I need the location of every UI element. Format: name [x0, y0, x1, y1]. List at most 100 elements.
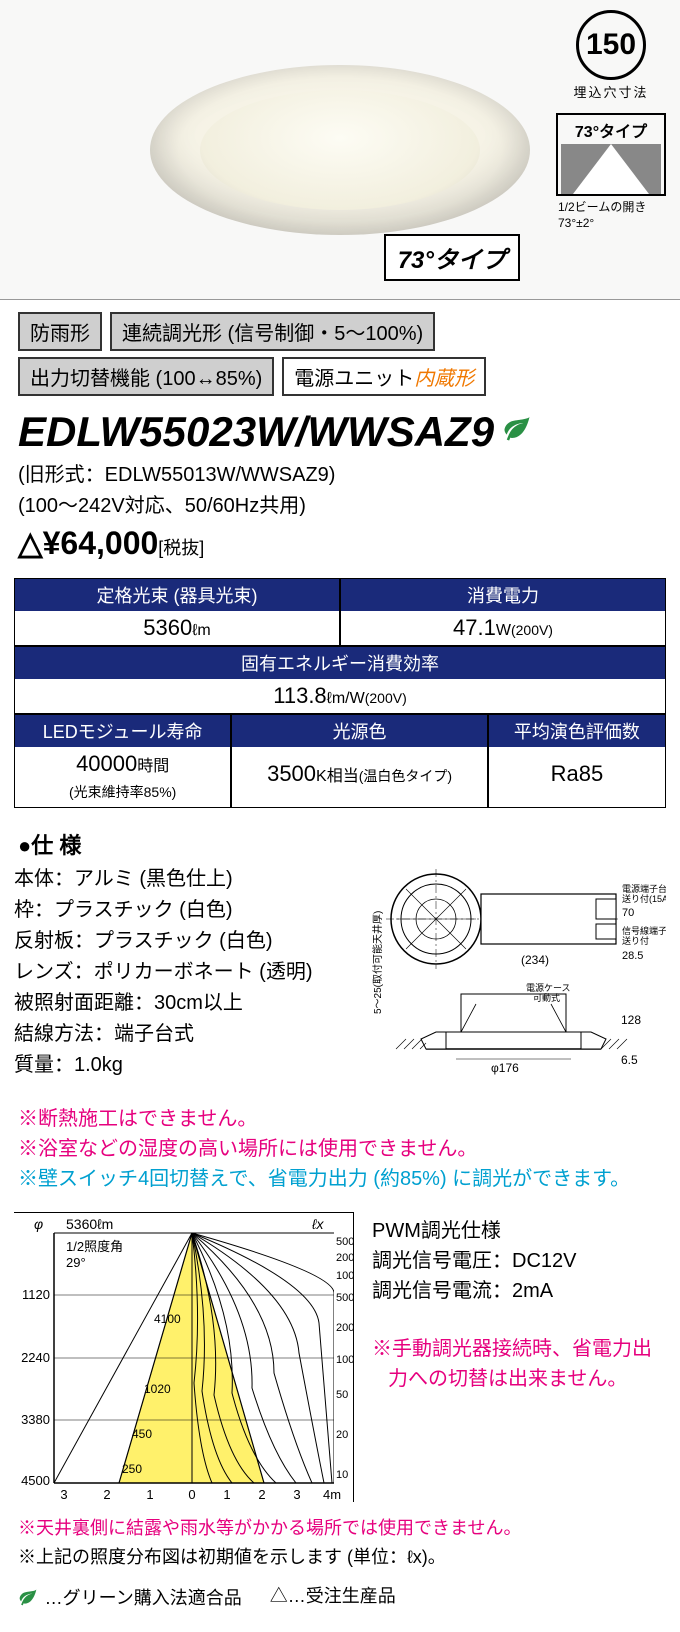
svg-text:4m: 4m: [323, 1487, 341, 1502]
svg-text:29°: 29°: [66, 1255, 86, 1270]
tag-dimming: 連続調光形 (信号制御・5〜100%): [110, 312, 435, 351]
svg-text:250: 250: [122, 1462, 142, 1476]
hole-size-caption: 埋込穴寸法: [556, 82, 666, 101]
spec-line: 質量：1.0kg: [14, 1050, 356, 1081]
svg-text:信号線端子台: 信号線端子台: [622, 925, 666, 936]
svg-text:3: 3: [60, 1487, 67, 1502]
svg-text:28.5: 28.5: [622, 950, 643, 962]
tag-output-switch: 出力切替機能 (100↔85%): [18, 357, 274, 396]
model-section: EDLW55023W/WWSAZ9 (旧形式：EDLW55013W/WWSAZ9…: [0, 404, 680, 574]
pwm-note: ※手動調光器接続時、省電力出力への切替は出来ません。: [372, 1334, 666, 1394]
svg-text:1120: 1120: [22, 1287, 50, 1302]
svg-text:2: 2: [103, 1487, 110, 1502]
svg-text:1/2照度角: 1/2照度角: [66, 1239, 123, 1254]
illuminance-chart: 5360ℓm 1/2照度角 29° ℓx 50002000 1000500 20…: [14, 1212, 354, 1502]
specs-list: 本体：アルミ (黒色仕上) 枠：プラスチック (白色) 反射板：プラスチック (…: [14, 864, 356, 1094]
note-line: ※浴室などの湿度の高い場所には使用できません。: [18, 1134, 662, 1164]
svg-text:2000: 2000: [336, 1252, 354, 1264]
spec-line: 本体：アルミ (黒色仕上): [14, 864, 356, 895]
svg-text:5〜25(取付可能天井厚): 5〜25(取付可能天井厚): [371, 911, 384, 1014]
svg-text:(234): (234): [521, 953, 549, 967]
svg-text:φ176: φ176: [491, 1061, 519, 1075]
dimension-diagram: 電源端子台 送り付(15A) 信号線端子台 送り付 (234) 70 28.5 …: [366, 864, 666, 1094]
svg-text:6.5: 6.5: [621, 1053, 638, 1067]
footer-line: ※上記の照度分布図は初期値を示します (単位：ℓx)。: [18, 1543, 662, 1572]
warning-notes: ※断熱施工はできません。 ※浴室などの湿度の高い場所には使用できません。 ※壁ス…: [0, 1094, 680, 1204]
svg-text:2240: 2240: [21, 1350, 50, 1365]
svg-text:450: 450: [132, 1427, 152, 1441]
spec-head-cri: 平均演色評価数: [489, 715, 665, 747]
leaf-icon: [502, 413, 532, 451]
old-model: (旧形式：EDLW55013W/WWSAZ9): [18, 458, 662, 487]
product-image: [150, 65, 530, 235]
svg-text:1: 1: [223, 1487, 230, 1502]
spec-val-efficacy: 113.8ℓm/W(200V): [15, 679, 665, 713]
note-line: ※壁スイッチ4回切替えで、省電力出力 (約85%) に調光ができます。: [18, 1164, 662, 1194]
pwm-line: 調光信号電流：2mA: [372, 1276, 666, 1306]
leaf-icon: [18, 1583, 45, 1610]
note-line: ※断熱施工はできません。: [18, 1104, 662, 1134]
dim-label: 電源端子台: [622, 883, 666, 894]
legend-order: △…受注生産品: [270, 1582, 396, 1611]
spec-line: 結線方法：端子台式: [14, 1019, 356, 1050]
pwm-line: 調光信号電圧：DC12V: [372, 1246, 666, 1276]
specs-heading: ●仕 様: [0, 822, 680, 864]
svg-text:電源ケース: 電源ケース: [526, 983, 571, 993]
beam-type-box: 73°タイプ: [556, 113, 666, 196]
type-label: 73°タイプ: [384, 234, 520, 281]
svg-text:50: 50: [336, 1389, 348, 1401]
legend-green: …グリーン購入法適合品: [18, 1578, 242, 1616]
svg-text:可動式: 可動式: [533, 992, 560, 1003]
svg-text:5000: 5000: [336, 1236, 354, 1248]
svg-text:5360ℓm: 5360ℓm: [66, 1216, 113, 1232]
svg-text:200: 200: [336, 1322, 354, 1334]
spec-table: 定格光束 (器具光束) 5360ℓm 消費電力 47.1W(200V) 固有エネ…: [14, 578, 666, 808]
spec-line: 枠：プラスチック (白色): [14, 895, 356, 926]
svg-text:4100: 4100: [154, 1312, 181, 1326]
svg-text:128: 128: [621, 1013, 641, 1027]
spec-val-cri: Ra85: [489, 747, 665, 791]
svg-text:2: 2: [258, 1487, 265, 1502]
beam-caption: 1/2ビームの開き 73°±2°: [556, 200, 666, 231]
svg-text:20: 20: [336, 1429, 348, 1441]
pwm-line: PWM調光仕様: [372, 1216, 666, 1246]
svg-text:10: 10: [336, 1469, 348, 1481]
svg-text:1020: 1020: [144, 1382, 171, 1396]
tag-rainproof: 防雨形: [18, 312, 102, 351]
svg-text:φ: φ: [34, 1216, 43, 1232]
spec-line: 被照射面距離：30cm以上: [14, 988, 356, 1019]
spec-head-lumen: 定格光束 (器具光束): [15, 579, 339, 611]
spec-head-life: LEDモジュール寿命: [15, 715, 230, 747]
svg-text:1: 1: [146, 1487, 153, 1502]
spec-val-lumen: 5360ℓm: [15, 611, 339, 645]
product-hero: 73°タイプ 150 埋込穴寸法 73°タイプ 1/2ビームの開き 73°±2°: [0, 0, 680, 300]
svg-text:4500: 4500: [21, 1473, 50, 1488]
svg-text:送り付(15A): 送り付(15A): [622, 893, 666, 904]
svg-text:3: 3: [293, 1487, 300, 1502]
spec-val-color: 3500K相当(温白色タイプ): [232, 747, 486, 791]
svg-text:3380: 3380: [21, 1412, 50, 1427]
spec-val-life: 40000時間(光束維持率85%): [15, 747, 230, 807]
hole-size-badge: 150: [576, 10, 646, 80]
price: △¥64,000[税抜]: [18, 524, 662, 562]
model-name: EDLW55023W/WWSAZ9: [18, 408, 662, 456]
footer-line: ※天井裏側に結露や雨水等がかかる場所では使用できません。: [18, 1514, 662, 1543]
spec-head-color: 光源色: [232, 715, 486, 747]
spec-head-efficacy: 固有エネルギー消費効率: [15, 647, 665, 679]
spec-line: レンズ：ポリカーボネート (透明): [14, 957, 356, 988]
pwm-info: PWM調光仕様 調光信号電圧：DC12V 調光信号電流：2mA ※手動調光器接続…: [372, 1212, 666, 1502]
svg-text:0: 0: [188, 1487, 195, 1502]
tag-psu: 電源ユニット内蔵形: [282, 357, 486, 396]
svg-text:100: 100: [336, 1354, 354, 1366]
tag-rows: 防雨形 連続調光形 (信号制御・5〜100%) 出力切替機能 (100↔85%)…: [0, 300, 680, 404]
voltage-info: (100〜242V対応、50/60Hz共用): [18, 489, 662, 518]
svg-text:送り付: 送り付: [622, 935, 649, 946]
svg-text:1000: 1000: [336, 1270, 354, 1282]
spec-line: 反射板：プラスチック (白色): [14, 926, 356, 957]
svg-text:500: 500: [336, 1292, 354, 1304]
spec-val-power: 47.1W(200V): [341, 611, 665, 645]
footer-notes: ※天井裏側に結露や雨水等がかかる場所では使用できません。 ※上記の照度分布図は初…: [0, 1510, 680, 1632]
svg-text:ℓx: ℓx: [311, 1216, 325, 1232]
spec-head-power: 消費電力: [341, 579, 665, 611]
beam-label: 73°タイプ: [575, 124, 647, 141]
